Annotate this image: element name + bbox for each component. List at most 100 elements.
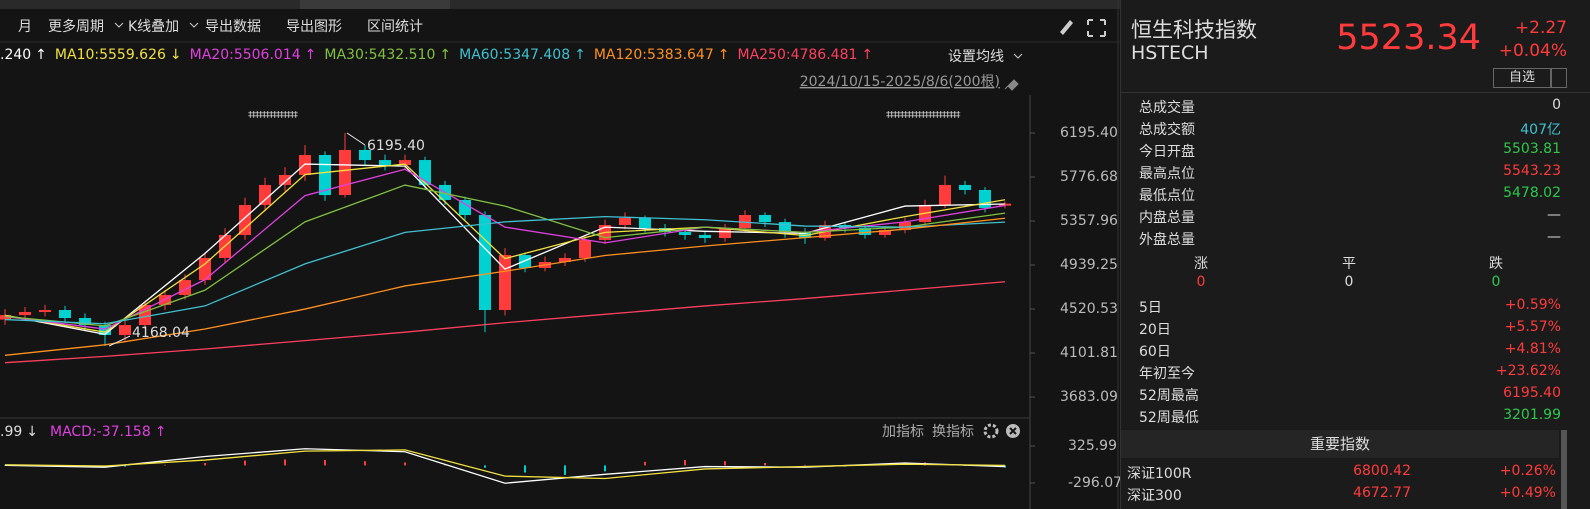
chart-area: 设置均线 2024/10/15-2025/8/6(200根) ‡‡‡‡‡‡‡‡‡… <box>0 0 1120 509</box>
macd-legend-arrow: ↓ <box>26 424 38 440</box>
important-value: 4672.77 <box>1353 485 1411 501</box>
legend-entry: MA120:5383.647 <box>594 47 714 63</box>
divider <box>1121 92 1590 93</box>
marker: ‡‡‡‡‡‡‡‡‡‡‡‡‡‡‡‡‡‡‡‡‡ <box>886 111 961 121</box>
index-name: 恒生科技指数 <box>1131 18 1257 42</box>
y-tick-label: 5357.96 <box>1060 213 1118 229</box>
stat-label: 总成交额 <box>1139 122 1195 138</box>
candle-body <box>339 149 351 196</box>
candle-body <box>739 215 751 229</box>
candle-body <box>399 160 411 165</box>
active-tab[interactable] <box>300 0 450 9</box>
legend-entry: MA30:5432.510 <box>324 47 435 63</box>
macd-bar <box>644 461 646 466</box>
candle-body <box>719 228 731 239</box>
candle-body <box>119 325 131 336</box>
candle-body <box>199 257 211 281</box>
breadth-label: 涨 <box>1194 256 1208 272</box>
add-indicator[interactable]: 加指标 <box>882 424 924 440</box>
candle-body <box>759 215 771 223</box>
stat-label: 最高点位 <box>1139 166 1195 182</box>
marker: ‡‡‡‡‡‡‡‡‡‡‡‡‡‡ <box>248 111 299 121</box>
ma-line <box>4 184 1006 327</box>
breadth-label: 平 <box>1342 256 1356 272</box>
change: +2.27 <box>1514 18 1567 38</box>
ma-line <box>4 215 1006 325</box>
return-value: 6195.40 <box>1503 385 1561 401</box>
y-tick-label: 6195.40 <box>1060 125 1118 141</box>
legend-arrow: ↑ <box>718 47 730 63</box>
macd-bar <box>404 462 406 466</box>
ma-line <box>4 168 1006 330</box>
fullscreen-icon[interactable] <box>1087 19 1106 37</box>
candle-body <box>959 184 971 191</box>
tab-strip <box>0 0 1120 9</box>
stat-label: 外盘总量 <box>1139 232 1195 248</box>
candle-body <box>879 230 891 235</box>
watch-dropdown[interactable] <box>1551 68 1567 88</box>
candle-body <box>639 217 651 229</box>
chevrons <box>114 22 1023 59</box>
stat-value: 5543.23 <box>1503 163 1561 179</box>
candle-body <box>259 184 271 206</box>
candle-body <box>59 310 71 319</box>
candle-body <box>499 255 511 311</box>
legend-entry: .240 <box>0 47 31 63</box>
macd-bar <box>804 464 806 466</box>
candle-body <box>39 310 51 313</box>
y-tick-label: 4520.53 <box>1060 301 1118 317</box>
important-pct: +0.49% <box>1499 485 1556 501</box>
y-tick-label: -296.07 <box>1068 475 1120 491</box>
candle-body <box>379 160 391 165</box>
stat-label: 总成交量 <box>1139 100 1195 116</box>
ma-settings[interactable]: 设置均线 <box>948 49 1004 65</box>
stat-label: 最低点位 <box>1139 188 1195 204</box>
important-pct: +0.26% <box>1499 463 1556 479</box>
gear-icon[interactable] <box>983 423 999 439</box>
toolbar-button[interactable]: 月 <box>18 19 32 35</box>
return-value: +5.57% <box>1504 319 1561 335</box>
date-range[interactable]: 2024/10/15-2025/8/6(200根) <box>800 74 1000 90</box>
candle-body <box>699 234 711 239</box>
ma-line <box>4 281 1006 364</box>
return-label: 20日 <box>1139 322 1171 338</box>
candle-body <box>239 205 251 235</box>
legend-arrow: ↑ <box>439 47 451 63</box>
return-label: 52周最低 <box>1139 410 1199 426</box>
legend-arrow: ↑ <box>574 47 586 63</box>
y-tick-label: 5776.68 <box>1060 169 1118 185</box>
important-header: 重要指数 <box>1121 430 1559 458</box>
stat-value: 5478.02 <box>1503 185 1561 201</box>
macd-legend-arrow: ↑ <box>155 424 167 440</box>
return-value: +4.81% <box>1504 341 1561 357</box>
legend-entry: MA250:4786.481 <box>737 47 857 63</box>
switch-indicator[interactable]: 换指标 <box>932 423 974 440</box>
legend-arrow: ↑ <box>35 47 47 63</box>
draw-icon[interactable] <box>1060 20 1073 35</box>
toolbar-button[interactable]: K线叠加 <box>128 19 179 35</box>
macd-legend: .99 <box>0 424 22 440</box>
low-annotation: 4168.04 <box>132 325 190 341</box>
macd-bar <box>364 461 366 466</box>
macd-bar <box>604 465 606 472</box>
y-tick-label: 3683.09 <box>1060 389 1118 405</box>
candle-body <box>999 203 1011 206</box>
important-value: 6800.42 <box>1353 463 1411 479</box>
candle-body <box>359 149 371 161</box>
toolbar-button[interactable]: 区间统计 <box>367 19 423 35</box>
stat-label: 今日开盘 <box>1139 144 1195 160</box>
high-annotation: 6195.40 <box>367 138 425 154</box>
watch-button[interactable]: 自选 <box>1493 68 1551 88</box>
candle-body <box>559 257 571 262</box>
toolbar-button[interactable]: 导出数据 <box>205 19 261 35</box>
toolbar-button[interactable]: 导出图形 <box>286 19 342 35</box>
macd-bar <box>204 463 206 466</box>
annotation-arrow <box>346 132 366 146</box>
candle-body <box>939 184 951 206</box>
candle-body <box>0 315 11 320</box>
ma-line <box>4 163 1006 335</box>
legend-entry: MA20:5506.014 <box>190 47 301 63</box>
toolbar-button[interactable]: 更多周期 <box>48 18 104 35</box>
pin-icon[interactable] <box>1004 79 1019 91</box>
